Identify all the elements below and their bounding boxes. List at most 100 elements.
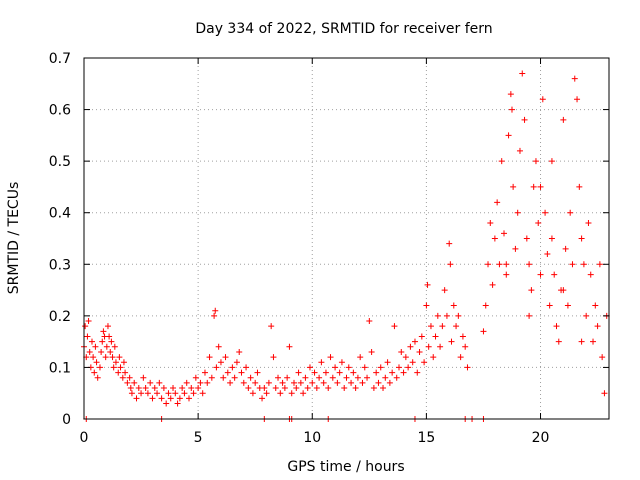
data-point (453, 323, 460, 330)
grid-lines (84, 58, 609, 419)
data-point (377, 364, 384, 371)
data-point (434, 312, 441, 319)
data-point (176, 395, 183, 402)
data-point (402, 354, 409, 361)
data-point (489, 281, 496, 288)
data-point (91, 369, 98, 376)
data-point (325, 385, 332, 392)
data-point (252, 379, 259, 386)
data-point (503, 261, 510, 268)
data-point (585, 220, 592, 227)
data-point (204, 379, 211, 386)
data-point (380, 385, 387, 392)
data-point (432, 333, 439, 340)
data-point (523, 235, 530, 242)
data-point (149, 395, 156, 402)
data-point (85, 318, 92, 325)
data-point (496, 261, 503, 268)
x-tick-label: 5 (194, 430, 203, 446)
data-point (188, 385, 195, 392)
data-point (275, 374, 282, 381)
data-point (409, 359, 416, 366)
data-point (530, 183, 537, 190)
data-point (211, 312, 218, 319)
data-point (350, 369, 357, 376)
data-point (587, 271, 594, 278)
data-point (357, 354, 364, 361)
data-point (567, 209, 574, 216)
data-point (391, 323, 398, 330)
data-point (151, 385, 158, 392)
data-point (448, 338, 455, 345)
data-point (348, 379, 355, 386)
data-point (231, 374, 238, 381)
data-point (227, 379, 234, 386)
data-point (111, 343, 118, 350)
data-point (508, 106, 515, 113)
data-point (441, 287, 448, 294)
data-point (590, 338, 597, 345)
data-point (487, 220, 494, 227)
y-tick-label: 0.2 (49, 309, 71, 325)
data-point (430, 354, 437, 361)
data-point (249, 390, 256, 397)
data-point (254, 369, 261, 376)
data-point (199, 390, 206, 397)
y-tick-label: 0.5 (49, 154, 71, 170)
data-point (519, 70, 526, 77)
data-point (96, 364, 103, 371)
data-point (297, 379, 304, 386)
data-point (142, 385, 149, 392)
data-point (601, 390, 608, 397)
data-point (208, 374, 215, 381)
data-point (343, 374, 350, 381)
data-point (318, 359, 325, 366)
data-point (192, 374, 199, 381)
data-point (183, 379, 190, 386)
data-point (302, 374, 309, 381)
data-point (389, 369, 396, 376)
data-point (526, 312, 533, 319)
data-point (170, 385, 177, 392)
data-point (119, 374, 126, 381)
data-point (293, 385, 300, 392)
data-point (144, 390, 151, 397)
data-point (158, 395, 165, 402)
y-tick-label: 0.6 (49, 103, 71, 119)
data-point (291, 379, 297, 386)
data-point (503, 271, 510, 278)
data-point (259, 395, 266, 402)
data-point (455, 312, 462, 319)
x-axis-label: GPS time / hours (287, 459, 404, 475)
data-point (261, 385, 268, 392)
data-point (217, 359, 224, 366)
data-point (154, 390, 161, 397)
data-point (494, 199, 501, 206)
x-tick-label: 15 (417, 430, 435, 446)
data-point (220, 374, 227, 381)
data-point (560, 287, 567, 294)
data-point (238, 369, 245, 376)
data-point (174, 400, 181, 407)
data-point (437, 343, 444, 350)
data-point (341, 385, 348, 392)
data-point (213, 364, 220, 371)
data-point (120, 359, 127, 366)
data-point (201, 369, 208, 376)
data-point (535, 220, 542, 227)
data-point (382, 374, 389, 381)
data-point (190, 390, 197, 397)
data-point (544, 250, 551, 257)
data-point (332, 364, 339, 371)
chart-title: Day 334 of 2022, SRMTID for receiver fer… (195, 21, 492, 37)
data-point (366, 318, 373, 325)
data-point (322, 369, 329, 376)
data-point (569, 261, 576, 268)
data-point (304, 385, 311, 392)
data-point (592, 302, 599, 309)
data-point (306, 364, 313, 371)
data-point (124, 379, 131, 386)
data-point (361, 364, 368, 371)
data-point (599, 354, 606, 361)
data-point (127, 385, 134, 392)
